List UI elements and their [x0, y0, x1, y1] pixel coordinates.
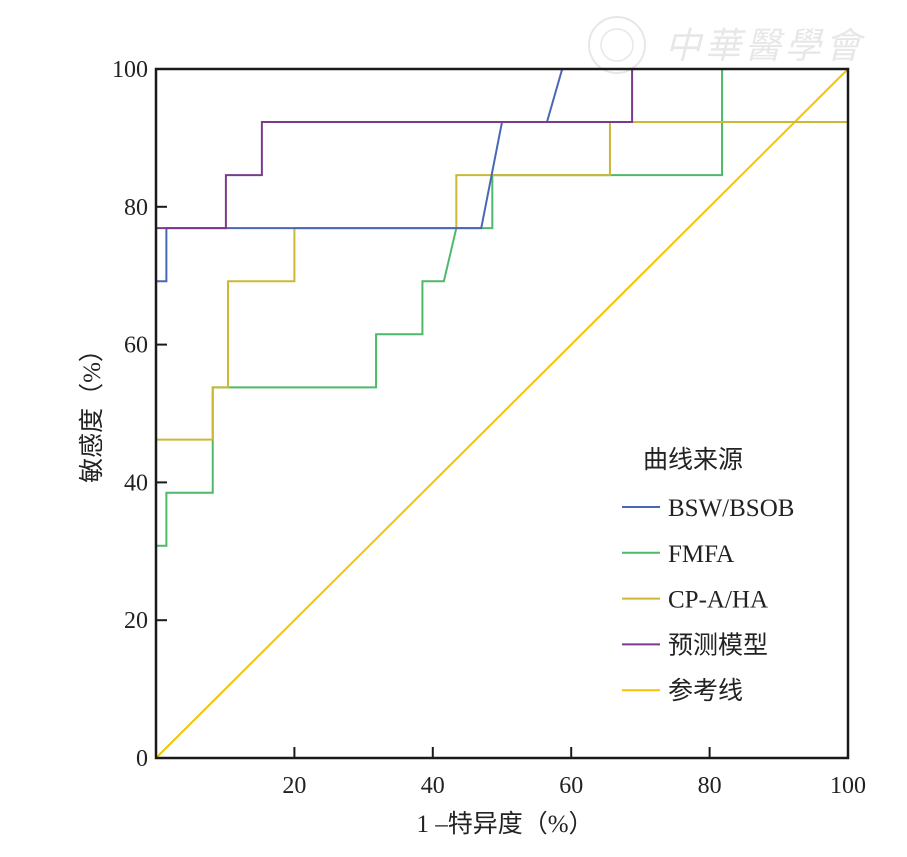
ticks-layer: 0 20 40 60 80 100 20 40 60 80 100: [112, 57, 866, 799]
y-tick-label: 40: [124, 470, 148, 496]
watermark-seal-inner-icon: [600, 28, 634, 62]
legend-item: CP-A/HA: [622, 587, 768, 614]
legend-item: 预测模型: [622, 631, 768, 659]
y-tick-label: 100: [112, 57, 148, 83]
legend-label: BSW/BSOB: [668, 495, 794, 522]
series-line-bsw-bsob: [156, 68, 848, 283]
series-line-cp-a-ha: [156, 121, 848, 441]
watermark-text: 中華醫學會: [665, 26, 866, 66]
x-tick-label: 100: [830, 773, 866, 799]
series-line--: [156, 68, 848, 230]
legend-label: FMFA: [668, 541, 734, 568]
y-tick-label: 80: [124, 195, 148, 221]
legend-item: BSW/BSOB: [622, 495, 794, 522]
series-line-fmfa: [156, 68, 848, 547]
watermark-seal-icon: [588, 16, 646, 74]
series-line--: [155, 68, 849, 759]
legend-label: 预测模型: [668, 631, 768, 659]
legend-label: CP-A/HA: [668, 587, 768, 614]
series-layer: [155, 68, 849, 759]
legend-title: 曲线来源: [643, 446, 743, 474]
y-tick-label: 20: [124, 608, 148, 634]
x-tick-label: 20: [282, 773, 306, 799]
legend-item: FMFA: [622, 541, 734, 568]
y-tick-label: 60: [124, 333, 148, 359]
y-tick-label: 0: [136, 746, 148, 772]
plot-frame: [154, 67, 850, 760]
x-tick-label: 40: [421, 773, 445, 799]
x-tick-label: 60: [559, 773, 583, 799]
legend-label: 参考线: [668, 677, 743, 705]
x-tick-label: 80: [698, 773, 722, 799]
x-axis-label: 1 –特异度（%）: [416, 810, 593, 838]
y-axis-label: 敏感度（%）: [78, 337, 106, 483]
watermark: 中華醫學會: [588, 16, 866, 74]
legend-item: 参考线: [622, 677, 743, 705]
